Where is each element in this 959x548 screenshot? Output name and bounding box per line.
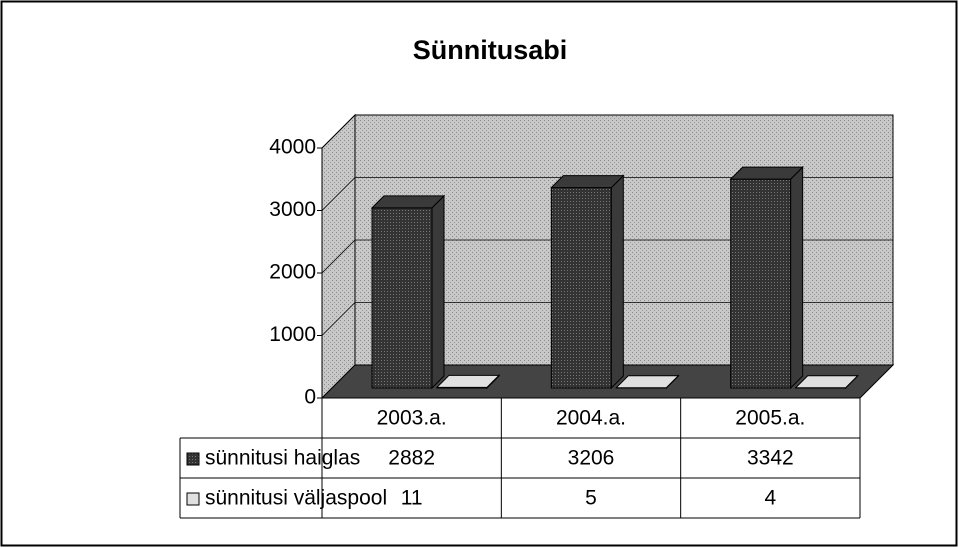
table-value: 4 xyxy=(764,487,776,510)
table-value: 5 xyxy=(585,487,597,510)
grid-line xyxy=(321,302,893,336)
bar-face xyxy=(550,175,625,189)
bar-face xyxy=(431,194,445,390)
grid-line xyxy=(321,114,893,149)
x-tick-label: 2003.a. xyxy=(377,407,447,430)
table-value: 3342 xyxy=(747,447,794,470)
table-value: 2882 xyxy=(388,447,435,470)
y-tick-label: 0 xyxy=(304,386,316,409)
bar xyxy=(615,374,680,390)
bar-face xyxy=(615,375,680,389)
bar xyxy=(370,194,446,390)
legend-label: sünnitusi haiglas xyxy=(205,447,360,470)
x-tick-label: 2005.a. xyxy=(735,407,805,430)
y-tick-label: 1000 xyxy=(269,323,316,346)
table-value: 3206 xyxy=(568,447,615,470)
legend-key xyxy=(186,452,200,466)
bar xyxy=(729,165,804,390)
y-tick-label: 3000 xyxy=(269,198,316,221)
bar-face xyxy=(730,178,792,389)
legend-key xyxy=(186,492,200,506)
legend-label: sünnitusi väljaspool xyxy=(205,487,387,510)
bar-face xyxy=(371,207,433,389)
grid-line xyxy=(321,239,893,274)
x-tick-label: 2004.a. xyxy=(556,407,626,430)
bar-face xyxy=(610,174,624,390)
bar-face xyxy=(790,165,804,390)
y-tick-label: 4000 xyxy=(269,136,316,159)
bar-face xyxy=(794,375,859,389)
y-tick-label: 2000 xyxy=(269,261,316,284)
bar-face xyxy=(435,374,501,388)
grid-line xyxy=(321,177,893,211)
table-value: 11 xyxy=(401,487,423,510)
bar-face xyxy=(370,195,446,209)
bar xyxy=(550,174,625,390)
bar xyxy=(794,374,859,390)
bar xyxy=(435,374,501,390)
bar-face xyxy=(729,166,804,180)
chart-title: Sünnitusabi xyxy=(413,35,568,65)
bar-face xyxy=(550,187,612,389)
